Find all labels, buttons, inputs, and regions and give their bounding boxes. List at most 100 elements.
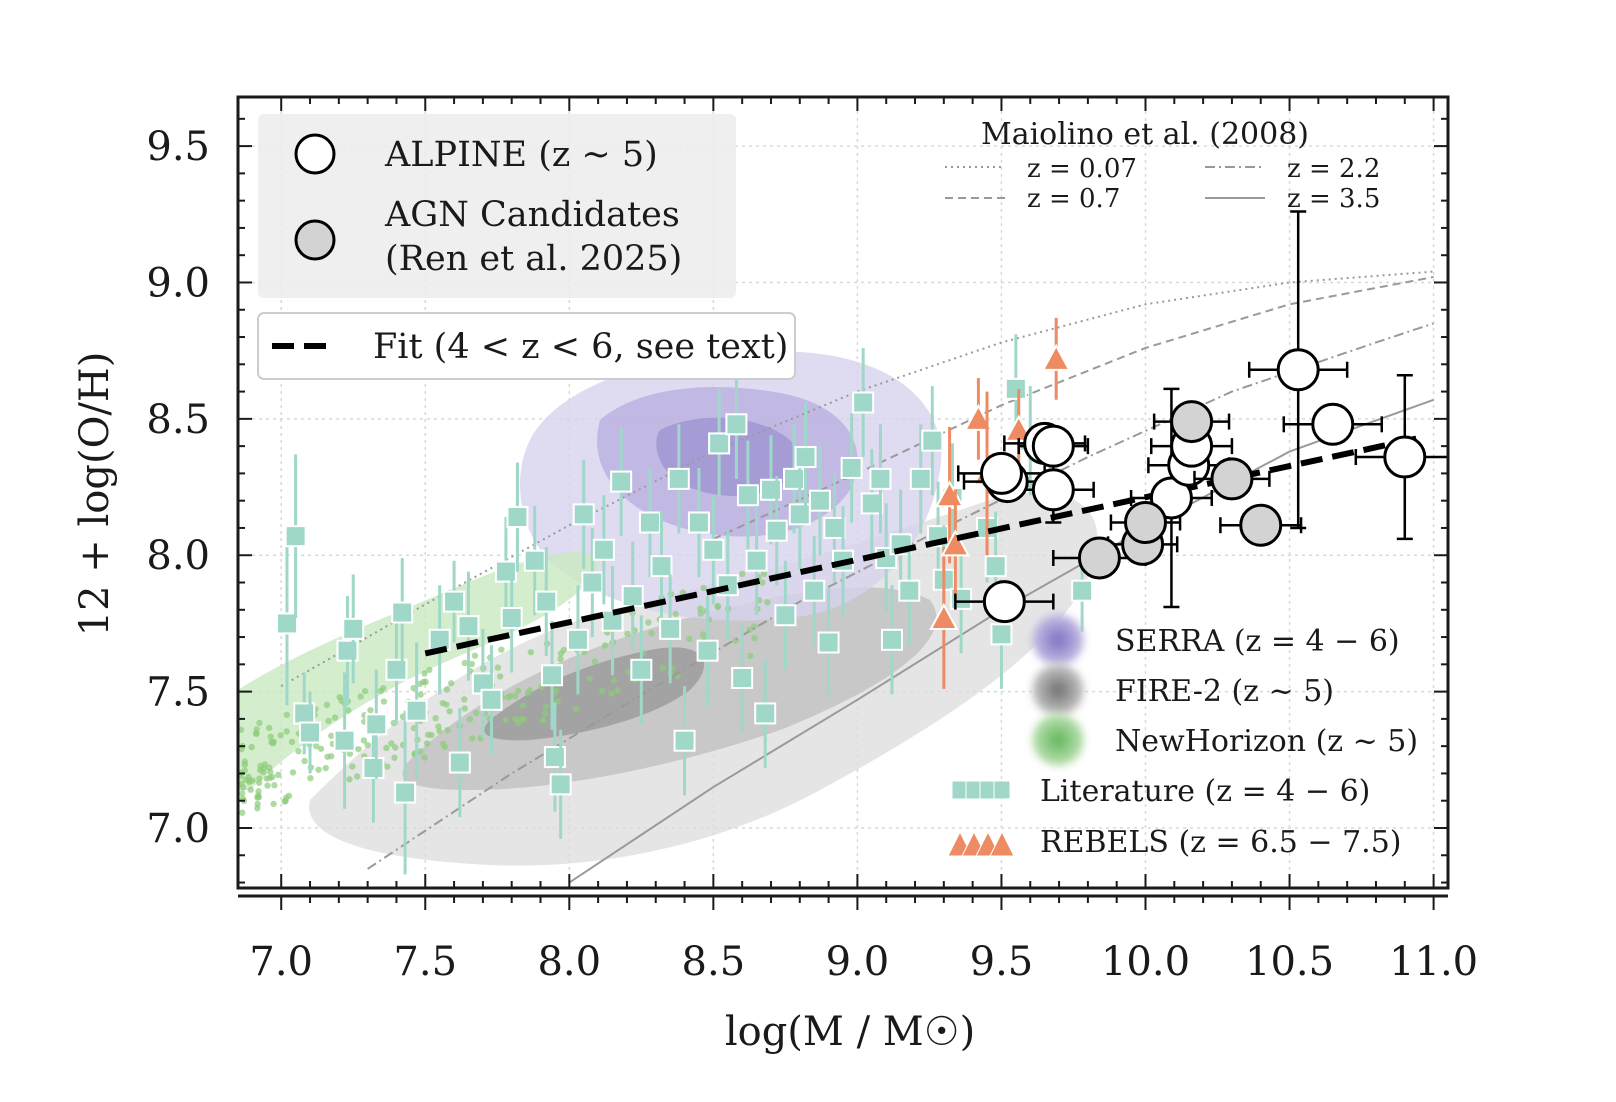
literature-point (362, 756, 385, 779)
agn-point (1170, 400, 1214, 444)
newhorizon-point (246, 778, 253, 786)
x-tick-label: 7.5 (393, 939, 457, 985)
literature-point (405, 699, 428, 722)
legend-rebels-label: REBELS (z = 6.5 − 7.5) (1040, 825, 1402, 860)
literature-point (365, 713, 388, 736)
literature-point (659, 617, 682, 640)
newhorizon-point (747, 652, 754, 660)
literature-point (803, 579, 826, 602)
newhorizon-point (443, 686, 451, 693)
legend-maiolino-z22: z = 2.2 (1287, 154, 1380, 184)
literature-point (736, 484, 759, 507)
literature-point (275, 612, 298, 635)
literature-point (687, 511, 710, 534)
newhorizon-point (699, 631, 707, 638)
newhorizon-point (496, 673, 504, 680)
literature-point (610, 470, 633, 493)
newhorizon-point (355, 745, 362, 753)
literature-point (500, 606, 523, 629)
legend-alpine-marker (294, 133, 336, 175)
newhorizon-point (345, 707, 352, 714)
newhorizon-point (759, 579, 766, 586)
legend-main-box (258, 114, 736, 298)
newhorizon-point (700, 584, 707, 592)
literature-point (673, 729, 696, 752)
literature-point (391, 601, 414, 624)
legend-fire-marker (1032, 664, 1084, 716)
newhorizon-point (241, 761, 249, 768)
literature-point (696, 639, 719, 662)
legend-maiolino-z35: z = 3.5 (1287, 184, 1380, 214)
newhorizon-point (388, 740, 395, 747)
newhorizon-point (751, 635, 758, 642)
legend-fit-label: Fit (4 < z < 6, see text) (373, 327, 788, 367)
literature-point (541, 664, 564, 687)
newhorizon-point (283, 711, 291, 719)
literature-point (880, 628, 903, 651)
literature-point (860, 492, 883, 515)
literature-point (443, 590, 466, 613)
newhorizon-point (591, 658, 599, 665)
newhorizon-point (241, 767, 248, 774)
literature-point (921, 429, 944, 452)
legend-agn-marker (294, 219, 336, 261)
newhorizon-point (313, 742, 320, 750)
newhorizon-point (289, 769, 297, 776)
newhorizon-point (471, 652, 479, 659)
legend-literature-marker (951, 780, 1011, 800)
newhorizon-point (315, 766, 322, 773)
literature-point (630, 658, 653, 681)
newhorizon-point (270, 800, 277, 808)
legend-maiolino-z007: z = 0.07 (1027, 154, 1137, 184)
newhorizon-point (361, 687, 369, 695)
literature-point (448, 751, 471, 774)
legend-rebels-marker (947, 830, 1015, 857)
x-tick-label: 10.0 (1101, 939, 1190, 985)
legend-alpine-label: ALPINE (z ~ 5) (384, 135, 658, 175)
alpine-point (1276, 348, 1320, 392)
newhorizon-point (448, 680, 455, 687)
rebels-point (940, 529, 971, 557)
literature-point (898, 579, 921, 602)
literature-point (990, 623, 1013, 646)
newhorizon-point (601, 642, 609, 649)
newhorizon-point (264, 782, 271, 789)
literature-point (840, 456, 863, 479)
alpine-point (1031, 424, 1075, 468)
newhorizon-point (672, 610, 679, 618)
newhorizon-point (541, 710, 549, 717)
newhorizon-point (461, 696, 468, 703)
rebels-point (963, 403, 994, 431)
alpine-point (982, 580, 1026, 624)
newhorizon-point (624, 630, 631, 638)
newhorizon-point (421, 670, 428, 677)
newhorizon-point (498, 646, 505, 653)
newhorizon-point (435, 723, 442, 730)
newhorizon-point (377, 687, 385, 695)
newhorizon-point (364, 741, 371, 749)
newhorizon-point (422, 678, 429, 686)
newhorizon-point (328, 753, 335, 760)
newhorizon-point (392, 744, 399, 751)
newhorizon-point (247, 786, 254, 793)
literature-point (852, 391, 875, 414)
literature-point (549, 773, 572, 796)
literature-point (592, 538, 615, 561)
x-tick-label: 11.0 (1389, 939, 1478, 985)
legend-fit-box (257, 312, 796, 380)
newhorizon-point (714, 602, 721, 610)
literature-point (299, 721, 322, 744)
newhorizon-point (254, 800, 261, 808)
newhorizon-point (275, 771, 282, 779)
newhorizon-point (239, 784, 247, 791)
literature-point (394, 781, 417, 804)
newhorizon-point (468, 660, 476, 668)
literature-point (284, 525, 307, 548)
newhorizon-point (425, 731, 432, 738)
y-tick-label: 8.5 (146, 397, 210, 443)
newhorizon-point (265, 724, 273, 732)
newhorizon-point (322, 764, 329, 772)
newhorizon-point (446, 708, 453, 715)
newhorizon-point (269, 773, 276, 781)
literature-point (342, 617, 365, 640)
